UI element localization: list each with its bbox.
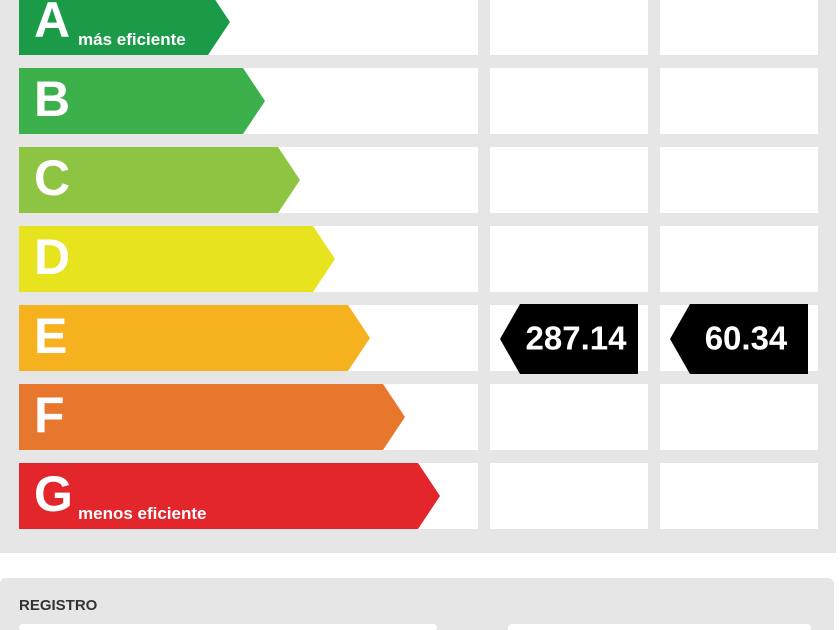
- rating-arrow: [19, 463, 440, 529]
- cell: [490, 226, 648, 292]
- rating-letter: A: [34, 0, 70, 48]
- rating-arrow: [19, 147, 300, 213]
- cell: [490, 463, 648, 529]
- registro-panel: [0, 578, 834, 630]
- cell: [660, 0, 818, 55]
- rating-letter: F: [34, 387, 65, 443]
- cell: [490, 0, 648, 55]
- rating-arrow: [19, 384, 405, 450]
- cell: [490, 384, 648, 450]
- rating-value: 60.34: [705, 320, 788, 357]
- rating-letter: G: [34, 466, 73, 522]
- cell: [660, 226, 818, 292]
- rating-note: menos eficiente: [78, 504, 207, 523]
- registro-title: REGISTRO: [19, 597, 98, 614]
- rating-arrow: [19, 305, 370, 371]
- rating-value: 287.14: [526, 320, 628, 357]
- rating-letter: C: [34, 150, 70, 206]
- rating-letter: B: [34, 71, 70, 127]
- rating-arrow: [19, 0, 230, 55]
- rating-arrow: [19, 68, 265, 134]
- cell: [660, 147, 818, 213]
- cell: [660, 68, 818, 134]
- rating-note: más eficiente: [78, 30, 186, 49]
- rating-letter: E: [34, 308, 67, 364]
- rating-marker: [670, 304, 808, 374]
- input-box[interactable]: [508, 624, 811, 630]
- cell: [660, 463, 818, 529]
- rating-arrow: [19, 226, 335, 292]
- input-box[interactable]: [19, 624, 437, 630]
- cell: [490, 147, 648, 213]
- rating-letter: D: [34, 229, 70, 285]
- rating-marker: [500, 304, 638, 374]
- cell: [490, 68, 648, 134]
- cell: [660, 384, 818, 450]
